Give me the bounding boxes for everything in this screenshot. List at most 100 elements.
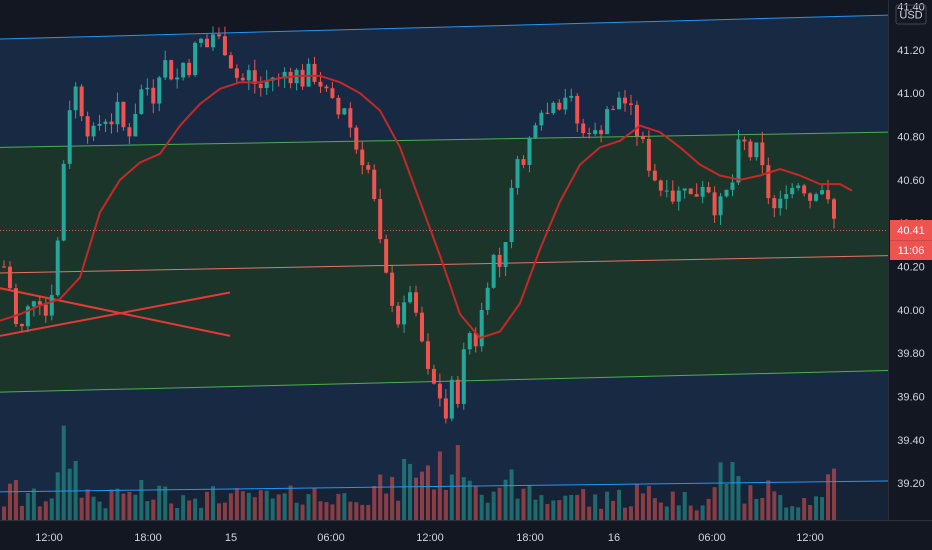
- candle-body: [569, 95, 574, 98]
- volume-bar: [754, 498, 759, 520]
- candle-body: [521, 159, 526, 165]
- candle-body: [49, 295, 54, 316]
- volume-bar: [515, 498, 520, 520]
- candle-body: [820, 190, 825, 195]
- candle-body: [473, 333, 478, 347]
- volume-bar: [216, 503, 221, 520]
- volume-bar: [55, 472, 60, 520]
- price-tick-label: 40.20: [897, 262, 925, 274]
- volume-bar: [372, 485, 377, 520]
- candle-body: [557, 102, 562, 110]
- volume-bar: [306, 494, 311, 520]
- candle-body: [724, 189, 729, 197]
- volume-bar: [318, 501, 323, 520]
- volume-bar: [67, 468, 72, 520]
- volume-bar: [139, 479, 144, 520]
- candle-body: [264, 80, 269, 89]
- candle-body: [832, 199, 836, 219]
- volume-bar: [61, 425, 66, 520]
- volume-bar: [264, 490, 269, 520]
- volume-bar: [545, 504, 550, 520]
- candle-body: [706, 187, 711, 193]
- candle-body: [425, 341, 430, 369]
- candle-body: [348, 108, 353, 128]
- price-tick-label: 40.60: [897, 175, 925, 187]
- candle-body: [575, 95, 580, 124]
- volume-bar: [539, 495, 544, 520]
- channel-lines: [0, 14, 889, 493]
- volume-bar: [246, 492, 251, 520]
- volume-bar: [31, 488, 36, 520]
- volume-bar: [270, 498, 275, 520]
- channel-inner-bottom-line: [0, 370, 889, 393]
- candle-body: [300, 69, 305, 87]
- volume-bar: [276, 494, 281, 520]
- volume-bar: [210, 486, 215, 520]
- volume-bar: [437, 451, 442, 520]
- candle-body: [85, 116, 90, 137]
- volume-bar: [706, 498, 711, 520]
- volume-bar: [736, 476, 741, 520]
- volume-bar: [712, 487, 717, 520]
- candle-body: [503, 242, 508, 267]
- volume-bar: [252, 497, 257, 520]
- volume-bar: [240, 491, 245, 520]
- volume-bar: [103, 508, 108, 520]
- candle-body: [282, 71, 287, 79]
- candle-body: [396, 305, 401, 325]
- volume-bar: [670, 491, 675, 520]
- currency-badge[interactable]: [895, 4, 927, 25]
- volume-bar: [790, 506, 795, 520]
- volume-bar: [623, 507, 628, 520]
- candle-body: [199, 38, 204, 43]
- candle-body: [539, 112, 544, 126]
- candle-body: [360, 149, 365, 166]
- candle-body: [652, 170, 657, 181]
- candle-body: [551, 102, 556, 114]
- volume-bar: [396, 500, 401, 520]
- candle-body: [694, 194, 699, 197]
- candle-body: [581, 123, 586, 134]
- volume-bar: [115, 488, 120, 520]
- candle-body: [640, 136, 645, 140]
- time-axis[interactable]: 12:00 18:00 15 06:00 12:00 18:00 16 06:00 12:00: [35, 532, 824, 544]
- candle-body: [611, 109, 616, 111]
- candle-body: [312, 63, 317, 82]
- volume-bar: [491, 491, 496, 520]
- candle-body: [67, 110, 72, 164]
- volume-bar: [676, 505, 681, 520]
- volume-bar: [826, 474, 831, 520]
- volume-bar: [587, 506, 592, 520]
- candle-body: [593, 130, 598, 134]
- volume-bar: [575, 494, 580, 520]
- volume-bar: [187, 500, 192, 520]
- candle-body: [443, 398, 448, 419]
- volume-bar: [342, 493, 347, 520]
- volume-bar: [151, 499, 156, 520]
- candle-body: [479, 309, 484, 347]
- volume-bar: [300, 504, 305, 520]
- candle-body: [605, 109, 610, 135]
- volume-bar: [49, 498, 54, 520]
- volume-bar: [581, 488, 586, 520]
- candle-body: [814, 194, 819, 201]
- candle-body: [658, 180, 663, 191]
- candle-body: [234, 68, 239, 78]
- candle-body: [390, 272, 395, 306]
- candle-body: [700, 187, 705, 197]
- time-tick-label: 15: [225, 532, 237, 544]
- volume-bar: [181, 495, 186, 520]
- candle-body: [808, 193, 813, 201]
- candle-body: [599, 130, 604, 135]
- time-tick-label: 12:00: [796, 532, 824, 544]
- candle-body: [13, 288, 18, 325]
- volume-bar: [378, 474, 383, 520]
- candle-body: [109, 121, 114, 125]
- upper-outer-band: [0, 15, 888, 148]
- candle-body: [766, 165, 771, 199]
- candle-body: [587, 133, 592, 135]
- candle-body: [449, 379, 454, 419]
- volume-bar: [503, 479, 508, 520]
- candle-body: [455, 379, 460, 404]
